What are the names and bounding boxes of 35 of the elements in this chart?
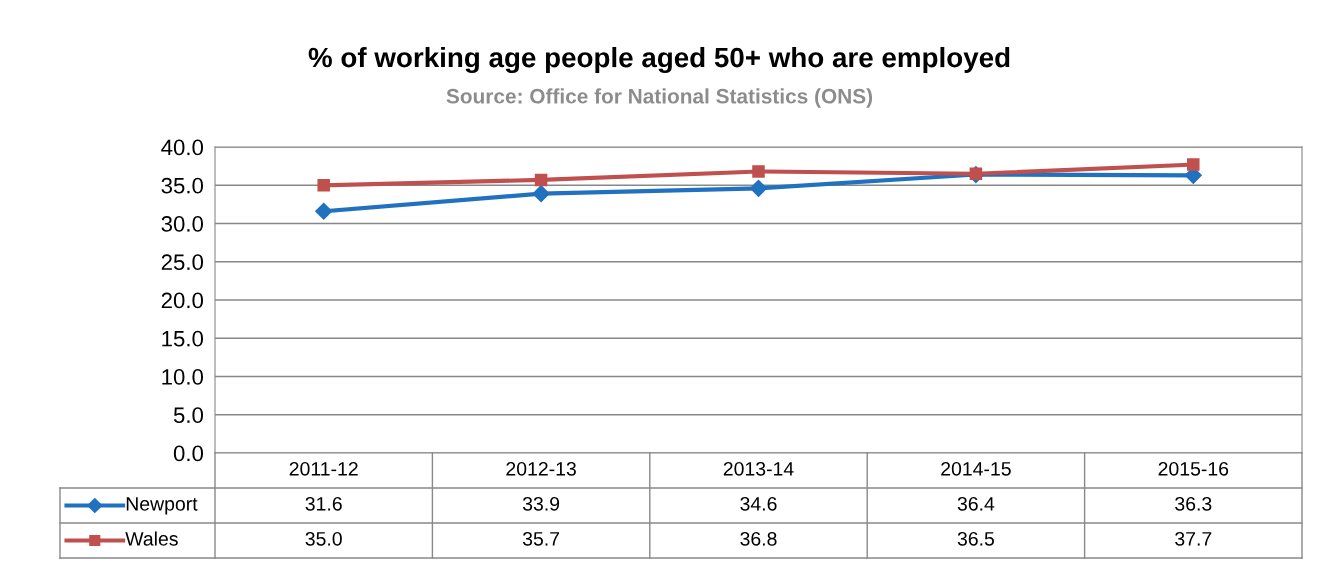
x-tick-label: 2013-14 [723,461,794,476]
data-label: 37.7 [1175,531,1212,546]
chart-subtitle: Source: Office for National Statistics (ONS) [446,88,873,108]
point [317,178,330,192]
y-tick-label: 40.0 [161,139,204,156]
legend-label: Newport [126,497,198,515]
data-label: 36.3 [1175,496,1212,511]
data-label: 34.6 [740,496,777,511]
y-tick-label: 20.0 [161,292,204,309]
point [315,202,333,220]
data-label: 36.8 [740,531,777,546]
legend-label: Wales [125,531,178,546]
x-tick-label: 2015-16 [1158,461,1229,476]
point [1187,158,1200,171]
point [749,179,768,197]
y-tick-label: 0.0 [173,445,204,462]
point [532,185,550,203]
y-tick-label: 35.0 [161,177,204,194]
data-label: 35.0 [305,531,342,546]
data-label: 31.6 [305,496,342,511]
chart-title: % of working age people aged 50+ who are employed [308,46,1010,74]
y-tick-label: 25.0 [161,254,204,271]
x-tick-label: 2014-15 [941,461,1011,476]
y-tick-label: 30.0 [161,216,204,232]
point [752,165,765,178]
data-label: 36.4 [957,496,995,511]
point [534,173,548,187]
x-tick-label: 2012-13 [506,461,576,476]
y-tick-label: 15.0 [162,330,204,347]
y-tick-label: 5.0 [173,407,204,424]
y-tick-label: 10.0 [162,369,204,385]
data-label: 36.5 [957,531,995,546]
data-label: 35.7 [522,531,560,546]
x-tick-label: 2011-12 [289,461,358,476]
data-label: 33.9 [522,496,560,511]
